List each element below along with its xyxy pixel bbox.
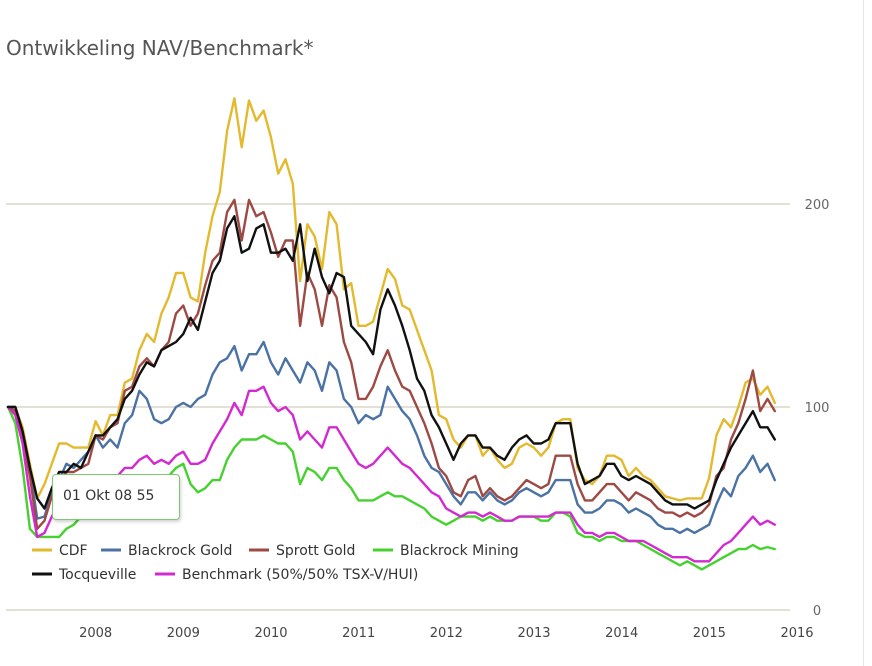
series-line-5 [6,385,776,563]
x-tick-label: 2010 [254,626,287,641]
y-axis-ticks: 0 100 200 [805,198,830,619]
y-tick-label: 0 [813,604,821,619]
legend-label: Tocqueville [58,567,136,583]
legend-label: CDF [59,543,88,559]
series-lines [6,97,776,571]
series-line-4 [6,214,776,510]
legend-label: Blackrock Gold [128,543,232,559]
x-tick-label: 2015 [693,626,726,641]
legend: CDF Blackrock Gold Sprott Gold Blackrock Mi… [32,543,519,583]
series-line-2 [6,198,776,530]
series-line-1 [6,340,776,535]
x-tick-label: 2016 [780,626,813,641]
x-tick-label: 2011 [342,626,375,641]
series-line-0 [6,97,776,502]
right-border [863,0,864,666]
tooltip: 01 Okt 08 55 [52,474,180,520]
legend-label: Benchmark (50%/50% TSX-V/HUI) [182,567,418,583]
x-axis-ticks: 2008 2009 2010 2011 2012 2013 2014 2015 2016 [79,626,813,641]
chart-title: Ontwikkeling NAV/Benchmark* [6,36,314,60]
grid-lines [6,203,790,611]
y-tick-label: 200 [805,198,830,213]
legend-label: Blackrock Mining [400,543,519,559]
legend-label: Sprott Gold [276,543,355,559]
y-tick-label: 100 [805,401,830,416]
x-tick-label: 2012 [430,626,463,641]
x-tick-label: 2013 [517,626,550,641]
x-tick-label: 2014 [605,626,638,641]
x-tick-label: 2008 [79,626,112,641]
x-tick-label: 2009 [167,626,200,641]
tooltip-text: 01 Okt 08 55 [63,488,155,504]
